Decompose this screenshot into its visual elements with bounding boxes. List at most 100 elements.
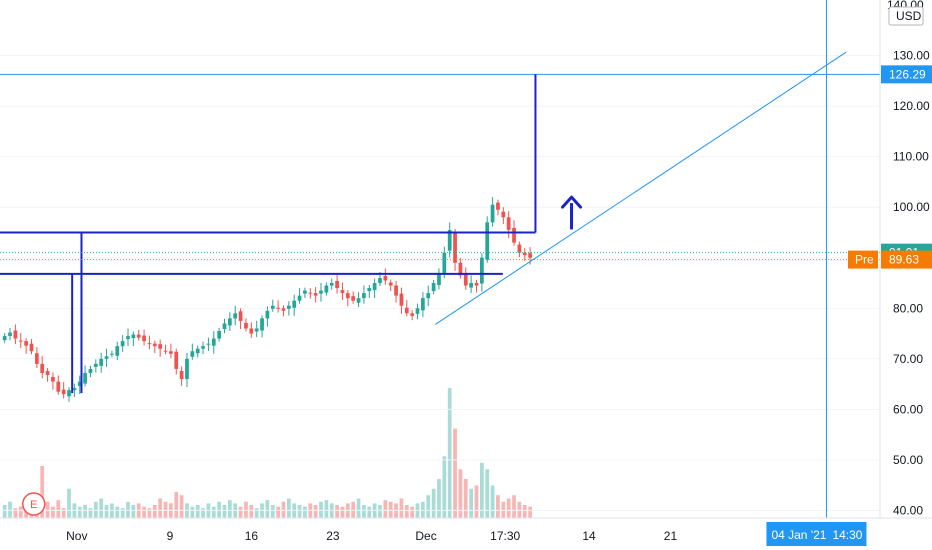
crosshair-date-text: 04 Jan '21 bbox=[771, 528, 826, 542]
earnings-marker[interactable]: E bbox=[22, 492, 46, 516]
candle-body bbox=[13, 330, 18, 339]
candle-body bbox=[308, 292, 313, 294]
candle-body bbox=[136, 334, 141, 338]
candle-body bbox=[313, 293, 318, 296]
price-tag-value: 89.63 bbox=[889, 253, 919, 267]
candle-body bbox=[378, 277, 382, 284]
candle-body bbox=[528, 253, 532, 258]
volume-bar bbox=[99, 498, 104, 518]
currency-badge[interactable] bbox=[888, 6, 924, 26]
volume-bar bbox=[13, 508, 18, 518]
volume-bar bbox=[147, 508, 152, 518]
candle-body bbox=[190, 351, 195, 357]
candle-body bbox=[211, 338, 216, 346]
volume-bar bbox=[222, 505, 227, 518]
time-tick-label: 17:30 bbox=[490, 529, 520, 543]
candle-body bbox=[72, 388, 77, 391]
volume-bar bbox=[335, 505, 339, 518]
candle-body bbox=[163, 350, 168, 352]
volume-bar bbox=[8, 501, 12, 518]
price-tick-label: 80.00 bbox=[893, 301, 923, 315]
volume-bar bbox=[244, 501, 248, 518]
price-tick-label: 50.00 bbox=[893, 453, 923, 467]
candle-body bbox=[185, 358, 189, 380]
volume-bar bbox=[51, 506, 55, 518]
candle-body bbox=[104, 356, 109, 359]
volume-bar bbox=[490, 485, 495, 518]
candle-body bbox=[463, 273, 468, 286]
candle-body bbox=[351, 296, 356, 301]
crosshair-time-text: 14:30 bbox=[832, 528, 862, 542]
candle-body bbox=[421, 298, 425, 311]
candle-body bbox=[77, 381, 82, 387]
time-tick-label: 14 bbox=[582, 529, 596, 543]
candle-body bbox=[61, 389, 66, 395]
candle-body bbox=[469, 283, 474, 288]
volume-bar bbox=[142, 506, 146, 518]
candle-body bbox=[18, 340, 23, 342]
candle-body bbox=[345, 293, 350, 299]
volume-bar bbox=[152, 505, 157, 518]
crosshair-time-label bbox=[766, 522, 867, 546]
candle-body bbox=[458, 262, 463, 276]
candle-body bbox=[222, 323, 227, 329]
candle-body bbox=[169, 351, 173, 354]
candle-body bbox=[394, 285, 398, 296]
volume-bar bbox=[190, 506, 195, 518]
candle-body bbox=[281, 308, 286, 311]
candle-body bbox=[99, 358, 104, 366]
up-arrow-icon[interactable] bbox=[561, 195, 583, 209]
volume-bar bbox=[211, 506, 216, 518]
volume-bar bbox=[463, 479, 468, 518]
candle-body bbox=[201, 346, 205, 349]
candle-body bbox=[362, 293, 366, 299]
candle-body bbox=[249, 328, 254, 334]
volume-bar bbox=[303, 506, 307, 518]
candle-body bbox=[270, 305, 275, 309]
candle-body bbox=[410, 313, 415, 316]
volume-bar bbox=[217, 501, 222, 518]
trendline[interactable] bbox=[435, 51, 847, 325]
time-axis[interactable]: Nov 9 16 23 Dec 17:30 14 21 04 Jan '21 14:30 bbox=[0, 517, 932, 546]
volume-bar bbox=[104, 505, 109, 518]
price-axis[interactable]: 40.0050.0060.0070.0080.0090.00100.00110.… bbox=[848, 0, 932, 518]
candle-body bbox=[67, 390, 71, 397]
candle-body bbox=[506, 217, 511, 230]
time-tick-label: 21 bbox=[664, 529, 678, 543]
volume-bar bbox=[281, 501, 286, 518]
price-tag-label: Pre bbox=[855, 253, 874, 267]
earnings-label: E bbox=[30, 499, 37, 511]
candle-body bbox=[174, 351, 179, 369]
candle-body bbox=[40, 363, 45, 373]
volume-bar bbox=[362, 505, 366, 518]
volume-bar bbox=[297, 505, 302, 518]
candle-body bbox=[51, 377, 55, 382]
price-tick-label: 60.00 bbox=[893, 402, 923, 416]
candle-body bbox=[496, 202, 500, 210]
volume-bar bbox=[313, 505, 318, 518]
candle-body bbox=[324, 285, 329, 293]
candle-body bbox=[254, 328, 259, 332]
volume-bar bbox=[115, 506, 120, 518]
candle-body bbox=[217, 331, 222, 339]
earnings-icon[interactable] bbox=[22, 492, 46, 516]
candle-body bbox=[227, 318, 232, 326]
candle-body bbox=[88, 368, 93, 373]
volume-bar bbox=[83, 505, 87, 518]
candle-body bbox=[512, 227, 516, 243]
volume-bar bbox=[469, 488, 474, 518]
candle-body bbox=[206, 343, 211, 345]
volume-bar bbox=[120, 508, 125, 518]
candle-body bbox=[233, 313, 238, 319]
candle-body bbox=[399, 293, 404, 306]
candle-body bbox=[383, 275, 388, 281]
volume-bar bbox=[426, 495, 431, 518]
candle-body bbox=[415, 308, 420, 314]
volume-bar bbox=[286, 498, 291, 518]
candle-body bbox=[115, 346, 120, 356]
volume-bar bbox=[324, 500, 329, 518]
candle-body bbox=[335, 280, 339, 289]
price-tick-label: 120.00 bbox=[893, 99, 930, 113]
volume-bar bbox=[501, 501, 506, 518]
